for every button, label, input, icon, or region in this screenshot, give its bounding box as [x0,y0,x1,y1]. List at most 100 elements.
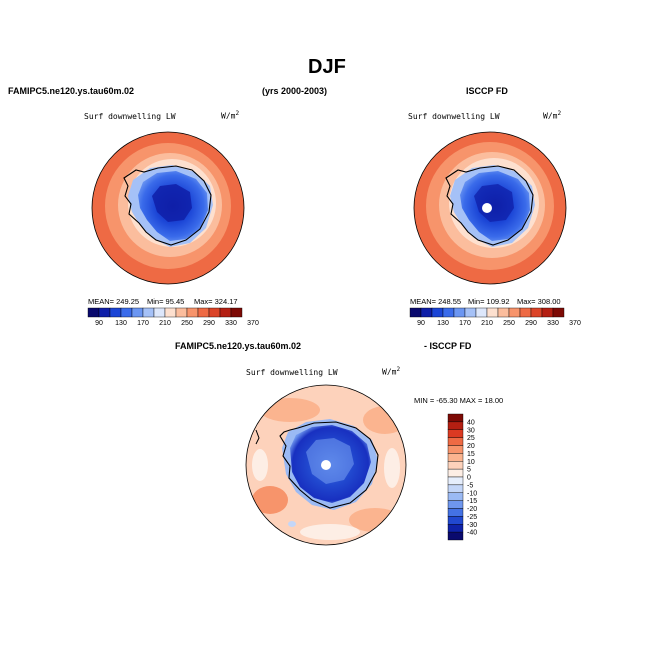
panel3-colorbar-swatch [447,531,464,541]
panel2-units: W/m2 [543,110,562,121]
panel3-colorbar-swatch [447,484,464,493]
panel2-colorbar-swatch [497,307,510,318]
panel1-colorbar: 90 130 170 210 250 290 330 370 [87,307,259,327]
panel1-max: Max= 324.17 [194,297,238,306]
panel1-colorbar-level-label: 370 [247,320,259,327]
panel2-border [413,131,567,285]
page-title: DJF [308,56,346,78]
panel1-units: W/m2 [221,110,240,121]
panel3-colorbar-level-label: -15 [467,498,477,505]
panel1-border [91,131,245,285]
obs-label: ISCCP FD [466,86,508,96]
panel2-colorbar-swatch [431,307,444,318]
panel3-colorbar-swatch [447,500,464,509]
panel3-pole-hole [321,460,331,470]
panel2-pole-hole [482,203,492,213]
panel1-colorbar-swatch [208,307,221,318]
panel3-colorbar-swatch [447,421,464,430]
model-label: FAMIPC5.ne120.ys.tau60m.02 [8,86,135,96]
panel3-colorbar-level-label: 30 [467,427,475,434]
panel1-colorbar-level-label: 290 [203,320,215,327]
panel3-map [246,385,406,545]
panel2-colorbar-swatch [486,307,499,318]
panel1-variable: Surf downwelling LW [84,112,176,121]
panel3-colorbar-level-label: -40 [467,530,477,537]
panel2-ice-core [474,184,514,222]
panel2-colorbar-level-label: 210 [481,320,493,327]
panel1-colorbar-swatch [230,307,243,318]
panel3-colorbar-swatch [447,516,464,525]
panel3-colorbar-swatch [447,453,464,462]
panel2-mean: MEAN= 248.55 [410,297,462,306]
panel3-colorbar-swatch [447,413,464,423]
panel1-colorbar-swatch [142,307,155,318]
panel3-border [245,384,407,546]
panel1-ice-core [152,184,192,222]
panel3-warm-4 [252,486,288,514]
panel2-colorbar-swatch [464,307,477,318]
panel1-colorbar-level-label: 330 [225,320,237,327]
panel2-colorbar-level-label: 370 [569,320,581,327]
panel3-neutral-1 [300,524,360,540]
panel1-colorbar-swatch [197,307,210,318]
panel1-colorbar-level-label: 130 [115,320,127,327]
panel3-colorbar-swatch [447,429,464,438]
panel2-colorbar-swatch [530,307,543,318]
panel2-colorbar-level-label: 90 [417,320,425,327]
panel1-colorbar-swatch [175,307,188,318]
panel2-map [414,132,566,284]
panel3-colorbar-level-label: -10 [467,490,477,497]
panel1-map [92,132,244,284]
panel2-colorbar-level-label: 130 [437,320,449,327]
panel3-colorbar-level-label: 15 [467,451,475,458]
panel1-colorbar-swatch [153,307,166,318]
panel3-minmax: MIN = -65.30 MAX = 18.00 [414,396,504,405]
panel3-colorbar-swatch [447,476,464,486]
panel3-neutral-2 [252,449,268,481]
panel1-colorbar-swatch [186,307,199,318]
panel2-island [414,175,417,187]
panel1-colorbar-swatch [109,307,122,318]
panel1-colorbar-swatch [131,307,144,318]
years-label: (yrs 2000-2003) [262,86,328,96]
panel3-colorbar-level-label: 0 [467,475,471,482]
panel3-colorbar-swatch [447,445,464,454]
panel3-colorbar-level-label: 5 [467,467,471,474]
panel1-colorbar-swatch [87,307,100,318]
panel3-island [255,429,260,445]
panel2-coastline [445,165,534,246]
panel2-colorbar-level-label: 330 [547,320,559,327]
panel1-colorbar-swatch [98,307,111,318]
panel3-colorbar-level-label: 25 [467,435,475,442]
panel1-island [92,175,95,187]
panel2-colorbar-level-label: 170 [459,320,471,327]
panel2-colorbar-swatch [442,307,455,318]
panel3-colorbar-swatch [447,461,464,470]
panel1-min: Min= 95.45 [147,297,185,306]
panel1-colorbar-swatch [120,307,133,318]
panel2-colorbar-swatch [453,307,466,318]
panel2-variable: Surf downwelling LW [408,112,500,121]
panel3-colorbar-swatch [447,508,464,517]
panel3-colorbar-level-label: -30 [467,522,477,529]
panel2-colorbar-level-label: 290 [525,320,537,327]
panel1-colorbar-swatch [219,307,232,318]
panel1-colorbar-level-label: 90 [95,320,103,327]
panel2-colorbar-swatch [420,307,433,318]
panel3-colorbar-level-label: -20 [467,506,477,513]
panel3-colorbar-level-label: 10 [467,459,475,466]
panel2-max: Max= 308.00 [517,297,561,306]
panel1-coastline [123,165,212,246]
panel3-units: W/m2 [382,366,401,377]
panel2-colorbar-swatch [552,307,565,318]
panel3-variable: Surf downwelling LW [246,368,338,377]
panel2-colorbar-swatch [508,307,521,318]
panel3-colorbar-swatch [447,524,464,533]
panel3-cool-spot [288,521,296,527]
panel3-coastline [279,421,379,509]
panel3-neutral-3 [384,448,400,488]
panel2-colorbar-swatch [475,307,488,318]
diff-model-label: FAMIPC5.ne120.ys.tau60m.02 [175,341,302,351]
